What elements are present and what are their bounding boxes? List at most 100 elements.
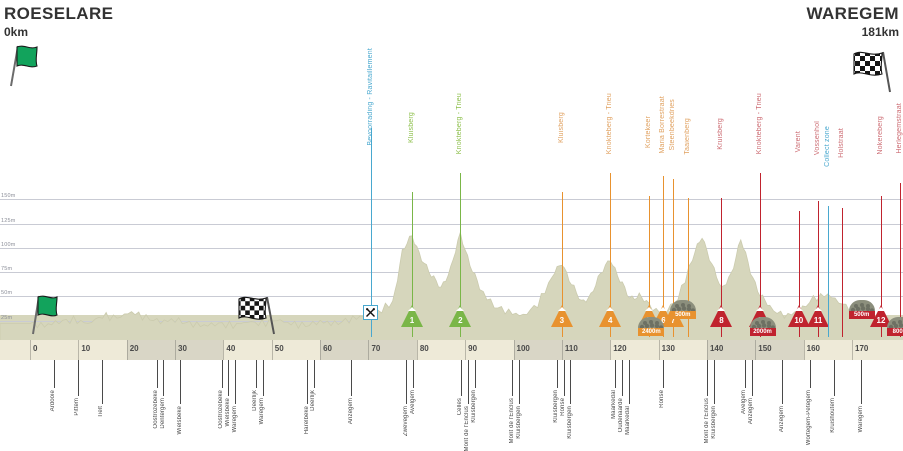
marker-label-kluisberg-1[interactable]: Kluisberg bbox=[407, 112, 415, 143]
climb-peak-cap-knokteberg-trieu-1 bbox=[456, 307, 465, 311]
km-tick-label-60: 60 bbox=[323, 344, 333, 353]
y-tick-label-150: 150m bbox=[1, 193, 16, 200]
town-name-tielt[interactable]: Tielt bbox=[98, 406, 105, 418]
km-tick-label-170: 170 bbox=[855, 344, 869, 353]
marker-label-knokteberg-trieu-3[interactable]: Knokteberg - Trieu bbox=[756, 93, 764, 155]
climb-marker-varent[interactable] bbox=[787, 305, 810, 327]
km-tick-label-160: 160 bbox=[806, 344, 820, 353]
town-name-oudenaarde[interactable]: Oudenaarde bbox=[618, 398, 625, 433]
km-tick-80 bbox=[416, 340, 418, 360]
town-leader-line-ronse-2 bbox=[662, 360, 664, 388]
town-name-wortegem-petegem[interactable]: Wortegem-Petegem bbox=[806, 390, 813, 446]
marker-label-kluisberg-2[interactable]: Kluisberg bbox=[557, 112, 565, 143]
town-name-waregem-3[interactable]: Waregem bbox=[857, 406, 864, 433]
town-name-kluisbergen-2[interactable]: Kluisbergen bbox=[515, 406, 522, 439]
town-leader-line-oudenaarde bbox=[621, 360, 623, 396]
marker-label-varent[interactable]: Varent bbox=[794, 131, 802, 153]
town-name-wielsbeke-2[interactable]: Wielsbeke bbox=[224, 398, 231, 427]
marker-label-taaienberg[interactable]: Taaienberg bbox=[683, 118, 691, 155]
town-leader-line-waregem-2 bbox=[262, 360, 264, 396]
town-name-avelgem-2[interactable]: Avelgem bbox=[741, 390, 748, 414]
town-name-mont-de-lenclus-3[interactable]: Mont de l'Enclus bbox=[703, 398, 710, 444]
climb-number-kruisberg: 8 bbox=[719, 316, 724, 325]
town-name-harelbeke[interactable]: Harelbeke bbox=[303, 406, 310, 435]
marker-label-collect-zone[interactable]: Collect zone bbox=[823, 126, 831, 167]
town-name-avelgem-1[interactable]: Avelgem bbox=[409, 390, 416, 414]
climb-marker-nokereberg[interactable] bbox=[870, 305, 892, 327]
climb-peak-cap-kluisberg-1 bbox=[407, 307, 416, 311]
y-tick-label-125: 125m bbox=[1, 217, 16, 224]
town-name-ronse-1[interactable]: Ronse bbox=[560, 398, 567, 416]
town-name-ardooie[interactable]: Ardooie bbox=[50, 390, 57, 412]
gridline-100m bbox=[0, 247, 903, 249]
climb-peak-cap-varent bbox=[794, 307, 803, 311]
town-name-pittem[interactable]: Pittem bbox=[74, 398, 81, 416]
town-name-deerlijk-2[interactable]: Deerlijk bbox=[310, 390, 317, 411]
course-start-flag-icon bbox=[26, 292, 64, 341]
town-name-oostrozebeke-1[interactable]: Oostrozebeke bbox=[153, 390, 160, 429]
km-axis: 0 10 20 30 40 50 60 70 80 90 100 110 120 130 140 150 160… bbox=[0, 340, 903, 360]
town-name-kluisbergen-4[interactable]: Kluisbergen bbox=[566, 406, 573, 439]
y-tick-label-100: 100m bbox=[1, 241, 16, 248]
marker-label-steenbeekdries[interactable]: Steenbeekdries bbox=[669, 99, 677, 151]
marker-label-kruisberg[interactable]: Kruisberg bbox=[717, 118, 725, 150]
climb-marker-kruisberg[interactable] bbox=[710, 305, 733, 327]
town-name-maarkedal-2[interactable]: Maarkedal bbox=[625, 406, 631, 435]
town-name-oostrozebeke-2[interactable]: Oostrozebeke bbox=[218, 390, 225, 429]
town-name-mont-de-lenclus-2[interactable]: Mont de l'Enclus bbox=[508, 398, 515, 444]
marker-label-nokereberg[interactable]: Nokereberg bbox=[877, 116, 884, 155]
town-leader-line-maarkedal-2 bbox=[628, 360, 630, 404]
climb-marker-vossenhol[interactable] bbox=[807, 305, 830, 327]
marker-label-feed-zone[interactable]: Bevoorrading - Ravitaillement bbox=[366, 48, 374, 146]
marker-label-knokteberg-trieu-2[interactable]: Knokteberg - Trieu bbox=[606, 93, 614, 155]
town-name-anzegem-3[interactable]: Anzegem bbox=[778, 406, 785, 433]
marker-label-herlegemstraat[interactable]: Herlegemstraat bbox=[896, 103, 903, 154]
km-tick-label-20: 20 bbox=[129, 344, 139, 353]
climb-marker-kluisberg-1[interactable] bbox=[400, 305, 423, 327]
climb-number-knokteberg-trieu-2: 4 bbox=[608, 316, 613, 325]
green-flag-icon bbox=[4, 42, 44, 93]
town-name-waregem-2[interactable]: Waregem bbox=[259, 398, 266, 425]
cobble-dome-icon bbox=[887, 317, 903, 328]
town-name-kluisbergen-3[interactable]: Kluisbergen bbox=[553, 390, 560, 423]
town-name-anzegem-1[interactable]: Anzegem bbox=[347, 398, 354, 425]
km-tick-160 bbox=[803, 340, 805, 360]
km-axis-segment-20 bbox=[126, 340, 224, 360]
town-name-maarkedal-1[interactable]: Maarkedal bbox=[611, 390, 618, 419]
town-leader-line-kluisbergen-4 bbox=[570, 360, 572, 404]
town-name-dentergem[interactable]: Dentergem bbox=[159, 398, 166, 429]
town-name-kruishoutem[interactable]: Kruishoutem bbox=[830, 398, 837, 433]
town-leader-line-kruishoutem bbox=[833, 360, 835, 396]
marker-label-holstraat[interactable]: Holstraat bbox=[838, 128, 846, 158]
marker-label-knokteberg-trieu-1[interactable]: Knokteberg - Trieu bbox=[456, 93, 464, 155]
marker-label-maria-borrestraat[interactable]: Maria Borrestraat bbox=[659, 96, 667, 154]
y-tick-label-50: 50m bbox=[1, 290, 13, 297]
town-name-deerlijk-1[interactable]: Deerlijk bbox=[252, 390, 259, 411]
km-tick-120 bbox=[610, 340, 612, 360]
town-leader-line-tielt bbox=[101, 360, 103, 404]
town-name-kluisbergen-1[interactable]: Kluisbergen bbox=[471, 390, 478, 423]
town-name-mont-de-lenclus-1[interactable]: Mont de l'Enclus bbox=[464, 406, 471, 451]
km-tick-label-120: 120 bbox=[613, 344, 627, 353]
marker-label-vossenhol[interactable]: Vossenhol bbox=[814, 121, 822, 156]
climb-marker-knokteberg-trieu-2[interactable] bbox=[599, 305, 622, 327]
climb-marker-knokteberg-trieu-1[interactable] bbox=[449, 305, 472, 327]
town-leader-line-mont-de-lenclus-2 bbox=[512, 360, 514, 396]
km-tick-30 bbox=[175, 340, 177, 360]
town-name-celles[interactable]: Celles bbox=[457, 398, 464, 416]
gridline-125m bbox=[0, 223, 903, 225]
town-name-waregem-1[interactable]: Waregem bbox=[231, 406, 238, 433]
town-name-wielsbeke-1[interactable]: Wielsbeke bbox=[176, 406, 183, 435]
climb-marker-kluisberg-2[interactable] bbox=[550, 305, 573, 327]
feed-zone-marker[interactable] bbox=[363, 305, 379, 320]
town-leader-line-oostrozebeke-2 bbox=[221, 360, 223, 388]
km-axis-segment-140 bbox=[706, 340, 804, 360]
town-name-anzegem-2[interactable]: Anzegem bbox=[748, 398, 755, 425]
town-name-ronse-2[interactable]: Ronse bbox=[659, 390, 666, 408]
marker-layer: Bevoorrading - Ravitaillement Kluisberg 1 K… bbox=[363, 48, 903, 337]
town-name-zwevegem[interactable]: Zwevegem bbox=[402, 406, 409, 437]
marker-label-kortekeer[interactable]: Kortekeer bbox=[644, 116, 652, 149]
town-name-kluisbergen-5[interactable]: Kluisbergen bbox=[710, 406, 717, 439]
km-tick-10 bbox=[78, 340, 80, 360]
km-axis-background bbox=[0, 340, 903, 360]
